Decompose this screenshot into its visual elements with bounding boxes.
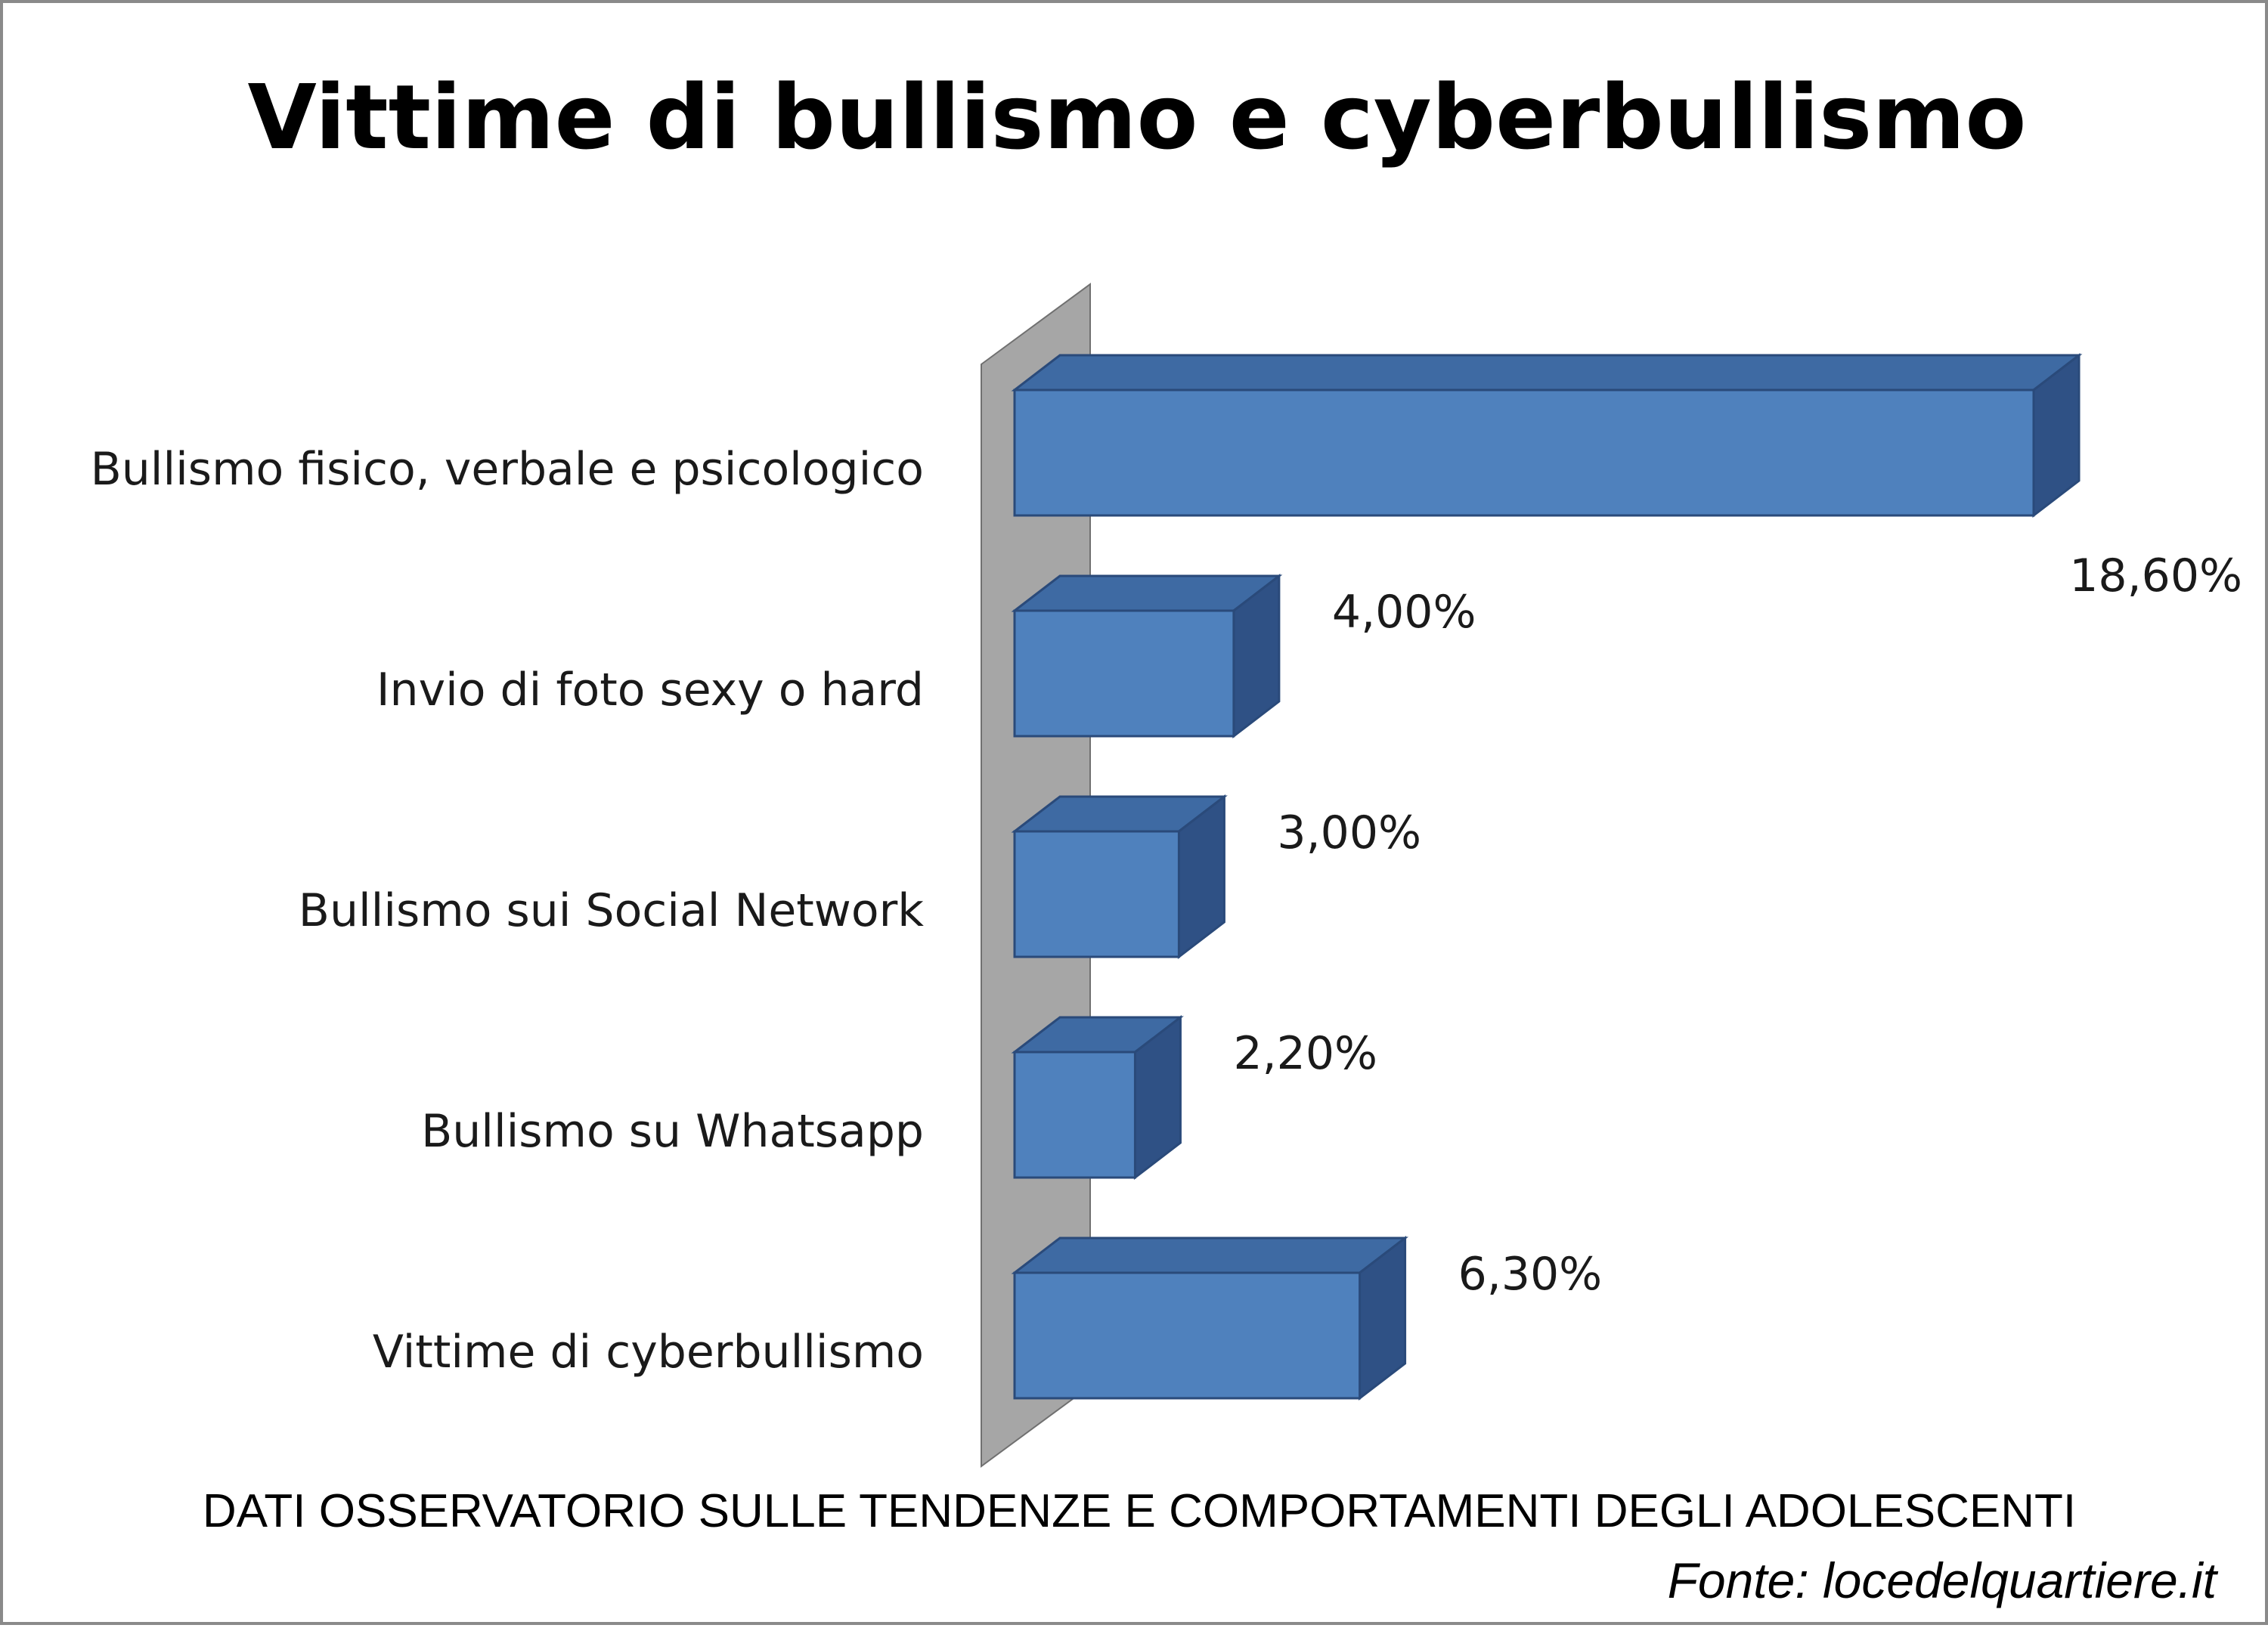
category-label-4: Bullismo su Whatsapp bbox=[421, 1105, 924, 1158]
value-label-4: 2,20% bbox=[1233, 1027, 1377, 1080]
bar-1 bbox=[1011, 352, 2083, 518]
bars-layer bbox=[1011, 352, 2083, 1401]
bar-4 bbox=[1011, 1014, 1184, 1181]
bar-front-face bbox=[1013, 830, 1180, 958]
bar-top-face bbox=[1011, 1236, 1409, 1274]
chart-source: Fonte: locedelquartiere.it bbox=[1668, 1552, 2219, 1608]
category-label-5: Vittime di cyberbullismo bbox=[373, 1326, 924, 1379]
chart-caption: DATI OSSERVATORIO SULLE TENDENZE E COMPO… bbox=[203, 1485, 2076, 1537]
bar-front-face bbox=[1013, 609, 1235, 738]
value-label-2: 4,00% bbox=[1332, 586, 1476, 639]
bar-3 bbox=[1011, 794, 1228, 960]
chart-title: Vittime di bullismo e cyberbullismo bbox=[248, 65, 2027, 169]
category-label-3: Bullismo sui Social Network bbox=[299, 884, 924, 937]
value-label-3: 3,00% bbox=[1277, 806, 1421, 859]
value-label-1: 18,60% bbox=[2069, 549, 2242, 602]
bar-top-face bbox=[1011, 354, 2083, 392]
bar-chart: Vittime di bullismo e cyberbullismo Bull… bbox=[91, 65, 2242, 1608]
value-labels: 18,60% 4,00% 3,00% 2,20% 6,30% bbox=[1233, 549, 2242, 1301]
bar-front-face bbox=[1013, 1271, 1362, 1400]
value-label-5: 6,30% bbox=[1458, 1248, 1603, 1301]
category-labels: Bullismo fisico, verbale e psicologico In… bbox=[91, 443, 925, 1379]
bar-5 bbox=[1011, 1235, 1409, 1401]
category-label-1: Bullismo fisico, verbale e psicologico bbox=[91, 443, 924, 496]
bar-front-face bbox=[1013, 1051, 1136, 1179]
bar-front-face bbox=[1013, 388, 2035, 517]
bar-2 bbox=[1011, 573, 1283, 739]
category-label-2: Invio di foto sexy o hard bbox=[376, 664, 924, 717]
